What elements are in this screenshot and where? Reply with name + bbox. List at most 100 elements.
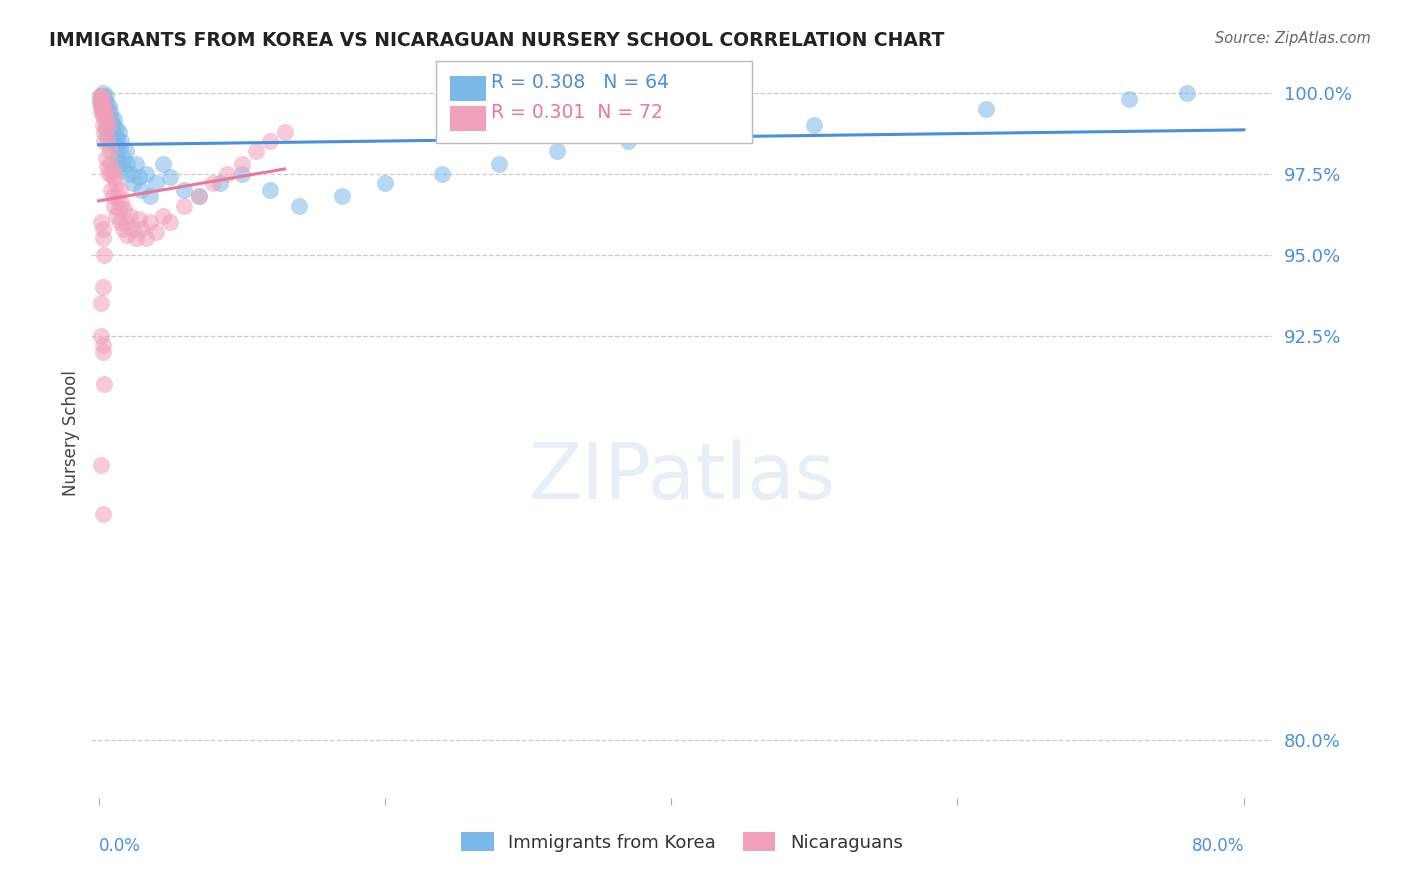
Point <box>91 99 114 113</box>
Point <box>91 507 114 521</box>
Point <box>90 89 112 103</box>
Point <box>108 215 131 229</box>
Point <box>114 215 136 229</box>
Point <box>803 118 825 132</box>
Text: R = 0.301  N = 72: R = 0.301 N = 72 <box>491 103 662 122</box>
Point <box>97 134 120 148</box>
Text: IMMIGRANTS FROM KOREA VS NICARAGUAN NURSERY SCHOOL CORRELATION CHART: IMMIGRANTS FROM KOREA VS NICARAGUAN NURS… <box>49 31 945 50</box>
Point <box>101 118 124 132</box>
Point <box>91 86 114 100</box>
Point <box>91 231 114 245</box>
Point <box>91 102 114 116</box>
Point <box>96 118 118 132</box>
Point <box>108 157 131 171</box>
Point <box>93 102 115 116</box>
Point <box>125 157 148 171</box>
Point <box>128 169 150 184</box>
Point <box>104 177 127 191</box>
Point <box>104 209 127 223</box>
Point <box>91 105 114 120</box>
Legend: Immigrants from Korea, Nicaraguans: Immigrants from Korea, Nicaraguans <box>454 825 910 859</box>
Point <box>96 102 118 116</box>
Point <box>488 157 510 171</box>
Point <box>105 131 128 145</box>
Point <box>89 92 111 106</box>
Point <box>103 128 125 142</box>
Point <box>93 112 115 126</box>
Point <box>97 99 120 113</box>
Point <box>90 215 112 229</box>
Point <box>97 112 120 126</box>
Point <box>689 125 711 139</box>
Point <box>94 89 117 103</box>
Point <box>90 92 112 106</box>
Point <box>131 221 153 235</box>
Point <box>91 118 114 132</box>
Point <box>90 296 112 310</box>
Point <box>98 144 121 158</box>
Point <box>96 131 118 145</box>
Point <box>152 209 174 223</box>
Point <box>112 202 135 217</box>
Point <box>104 137 127 152</box>
Point <box>101 163 124 178</box>
Point <box>259 183 281 197</box>
Point <box>159 169 181 184</box>
Point <box>93 92 115 106</box>
Point <box>1118 92 1140 106</box>
Point <box>173 199 195 213</box>
Point <box>145 225 167 239</box>
Point <box>974 102 997 116</box>
Point <box>97 167 120 181</box>
Point <box>91 221 114 235</box>
Point <box>231 157 253 171</box>
Point <box>94 105 117 120</box>
Point <box>114 144 136 158</box>
Point <box>96 160 118 174</box>
Point <box>112 163 135 178</box>
Point <box>110 195 132 210</box>
Point <box>139 215 162 229</box>
Point <box>111 151 134 165</box>
Point <box>107 202 129 217</box>
Point <box>118 209 141 223</box>
Point <box>217 167 239 181</box>
Point <box>122 221 145 235</box>
Point <box>259 134 281 148</box>
Text: R = 0.308   N = 64: R = 0.308 N = 64 <box>491 73 669 92</box>
Point <box>152 157 174 171</box>
Point <box>103 199 125 213</box>
Text: 80.0%: 80.0% <box>1191 838 1244 855</box>
Point <box>90 328 112 343</box>
Point <box>96 112 118 126</box>
Point <box>122 177 145 191</box>
Point <box>91 280 114 294</box>
Point <box>93 134 115 148</box>
Point <box>135 231 157 245</box>
Point <box>131 183 153 197</box>
Point <box>101 134 124 148</box>
Point <box>107 125 129 139</box>
Point <box>100 125 122 139</box>
Point <box>100 183 122 197</box>
Point <box>90 105 112 120</box>
Point <box>94 151 117 165</box>
Point <box>187 189 209 203</box>
Point <box>159 215 181 229</box>
Point <box>108 183 131 197</box>
Point <box>125 231 148 245</box>
Point <box>110 134 132 148</box>
Point <box>91 95 114 110</box>
Point <box>89 95 111 110</box>
Point <box>91 344 114 359</box>
Point <box>91 108 114 122</box>
Point <box>105 151 128 165</box>
Text: ZIPatlas: ZIPatlas <box>529 439 835 515</box>
Point <box>98 105 121 120</box>
Point <box>187 189 209 203</box>
Point <box>94 121 117 136</box>
Point <box>94 108 117 122</box>
Point <box>108 141 131 155</box>
Point <box>330 189 353 203</box>
Point <box>430 167 453 181</box>
